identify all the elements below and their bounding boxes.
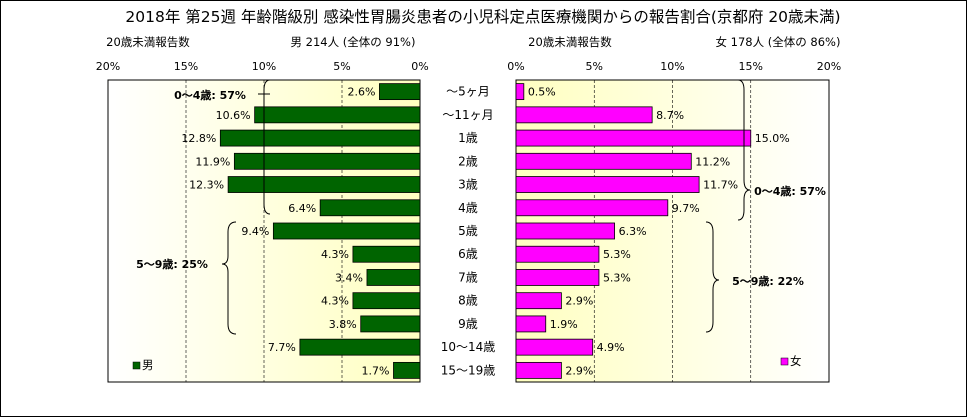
male-data-label: 3.4%	[335, 271, 363, 284]
male-bar	[219, 129, 421, 147]
female-bar	[515, 199, 669, 217]
male-data-label: 3.8%	[329, 318, 357, 331]
male-data-label: 9.4%	[241, 225, 269, 238]
female-5-9-annotation: 5～9歳: 22%	[732, 274, 804, 288]
female-header-sub: 20歳未満報告数	[528, 35, 612, 49]
category-label: 9歳	[458, 317, 478, 331]
male-data-label: 2.6%	[347, 86, 375, 99]
male-bracket-5-9	[221, 221, 237, 335]
male-data-label: 7.7%	[268, 341, 296, 354]
male-0-4-annotation: 0～4歳: 57%	[174, 88, 246, 102]
female-bar	[515, 176, 700, 193]
male-bar	[360, 315, 421, 333]
male-header-sub: 20歳未満報告数	[106, 35, 190, 49]
category-label: 10～14歳	[441, 340, 496, 354]
male-bar	[272, 222, 421, 240]
male-x-tick-label: 5%	[333, 60, 350, 73]
male-bar	[393, 361, 421, 379]
category-label: 7歳	[458, 270, 478, 284]
male-data-label: 10.6%	[216, 109, 251, 122]
male-bar	[254, 106, 421, 124]
male-bar	[366, 269, 421, 286]
category-label: ～5ヶ月	[446, 85, 490, 99]
category-label: 5歳	[458, 224, 478, 238]
female-bar	[515, 152, 692, 170]
female-x-tick-label: 20%	[817, 60, 841, 73]
category-label: 15～19歳	[441, 363, 496, 377]
male-legend-swatch	[132, 361, 141, 370]
female-legend-label: 女	[790, 354, 802, 368]
female-0-4-annotation: 0～4歳: 57%	[754, 184, 826, 198]
female-bar	[515, 129, 752, 147]
female-bar	[515, 292, 562, 310]
female-bar	[515, 315, 547, 333]
category-label: 4歳	[458, 201, 478, 215]
female-data-label: 2.9%	[565, 364, 593, 377]
male-x-tick-label: 15%	[174, 60, 198, 73]
female-data-label: 0.5%	[528, 86, 556, 99]
male-x-tick-label: 20%	[96, 60, 120, 73]
female-bar	[515, 338, 594, 356]
female-data-label: 11.2%	[695, 155, 730, 168]
female-bar	[515, 245, 600, 263]
category-label: 6歳	[458, 247, 478, 261]
male-data-label: 11.9%	[195, 155, 230, 168]
female-data-label: 6.3%	[619, 225, 647, 238]
female-data-label: 2.9%	[565, 295, 593, 308]
category-label: ～11ヶ月	[442, 108, 493, 122]
male-data-label: 1.7%	[362, 364, 390, 377]
female-data-label: 5.3%	[603, 271, 631, 284]
male-data-label: 6.4%	[288, 202, 316, 215]
female-bracket-0-4	[737, 79, 751, 221]
male-bar	[352, 292, 421, 310]
male-bar	[233, 152, 421, 170]
female-bar	[515, 269, 600, 286]
male-legend: 男	[132, 358, 154, 372]
female-data-label: 8.7%	[656, 109, 684, 122]
female-data-label: 4.9%	[597, 341, 625, 354]
female-bar	[515, 83, 525, 101]
female-data-label: 1.9%	[550, 318, 578, 331]
female-bar	[515, 361, 562, 379]
female-data-label: 5.3%	[603, 248, 631, 261]
category-label: 3歳	[458, 178, 478, 192]
male-bracket-0-4	[258, 79, 271, 215]
male-bar	[319, 199, 421, 217]
male-legend-label: 男	[142, 358, 154, 372]
female-bar	[515, 222, 615, 240]
female-bracket-5-9	[705, 221, 720, 333]
female-legend-swatch	[780, 357, 789, 366]
male-bar	[299, 338, 421, 356]
female-x-tick-label: 0%	[507, 60, 524, 73]
male-bar	[379, 83, 421, 101]
female-bar	[515, 106, 653, 124]
female-data-label: 15.0%	[755, 132, 790, 145]
category-label: 1歳	[458, 131, 478, 145]
male-bar	[352, 245, 421, 263]
male-x-tick-label: 10%	[252, 60, 276, 73]
category-label: 2歳	[458, 154, 478, 168]
male-data-label: 12.3%	[189, 179, 224, 192]
female-x-tick-label: 5%	[586, 60, 603, 73]
female-header-main: 女 178人 (全体の 86%)	[716, 35, 841, 49]
male-data-label: 4.3%	[321, 248, 349, 261]
male-data-label: 4.3%	[321, 295, 349, 308]
female-legend: 女	[780, 354, 802, 368]
female-x-tick-label: 10%	[660, 60, 684, 73]
male-x-tick-label: 0%	[411, 60, 428, 73]
female-data-label: 11.7%	[703, 179, 738, 192]
female-x-tick-label: 15%	[739, 60, 763, 73]
male-header-main: 男 214人 (全体の 91%)	[291, 35, 416, 49]
chart-title: 2018年 第25週 年齢階級別 感染性胃腸炎患者の小児科定点医療機関からの報告…	[125, 8, 840, 26]
male-5-9-annotation: 5～9歳: 25%	[136, 257, 208, 271]
female-data-label: 9.7%	[672, 202, 700, 215]
male-bar	[227, 176, 421, 193]
category-label: 8歳	[458, 294, 478, 308]
male-data-label: 12.8%	[181, 132, 216, 145]
